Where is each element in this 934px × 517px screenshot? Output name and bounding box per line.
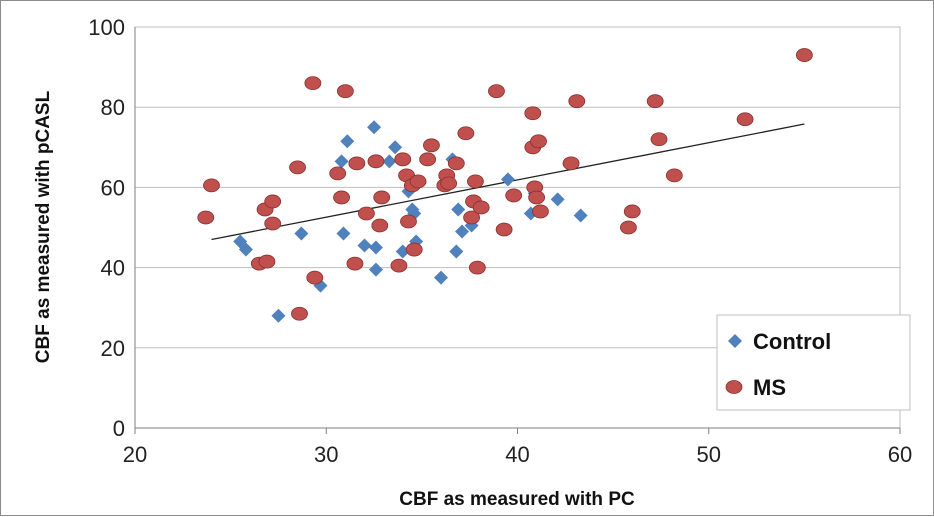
point-ms	[373, 190, 391, 205]
point-control	[434, 270, 448, 285]
point-ms	[419, 152, 437, 167]
y-tick-label: 20	[101, 336, 125, 361]
axes	[134, 27, 901, 434]
point-ms	[623, 204, 641, 219]
point-ms	[203, 178, 220, 193]
point-ms	[468, 260, 486, 275]
point-control	[357, 238, 372, 253]
point-ms	[336, 84, 354, 99]
point-ms	[530, 134, 547, 149]
point-ms	[488, 84, 505, 99]
point-ms	[400, 214, 417, 229]
y-axis-title: CBF as measured with pCASL	[33, 90, 54, 363]
point-control	[368, 240, 383, 255]
point-ms	[665, 168, 683, 183]
point-control	[340, 134, 355, 149]
point-ms	[346, 256, 364, 271]
point-ms	[650, 132, 668, 147]
point-ms	[457, 126, 475, 141]
point-control	[294, 226, 309, 241]
point-ms	[348, 156, 366, 171]
legend-marker-control	[728, 334, 742, 348]
point-ms	[306, 270, 324, 285]
y-tick-label: 100	[88, 15, 125, 40]
point-control	[573, 208, 588, 223]
y-tick-label: 60	[101, 175, 125, 200]
point-ms	[524, 106, 542, 121]
legend: Control MS	[716, 314, 911, 411]
point-control	[451, 202, 466, 217]
x-tick-label: 20	[123, 442, 147, 467]
point-ms	[405, 242, 423, 257]
point-ms	[562, 156, 580, 171]
point-control	[449, 244, 464, 259]
point-ms	[291, 306, 308, 321]
point-control	[334, 154, 349, 169]
x-tick-label: 40	[505, 442, 529, 467]
point-ms	[264, 194, 282, 209]
point-ms	[505, 188, 523, 203]
point-ms	[394, 152, 412, 167]
data-points	[197, 48, 813, 323]
point-ms	[532, 204, 549, 219]
legend-label-ms: MS	[753, 375, 786, 400]
point-control	[336, 226, 351, 241]
point-ms	[736, 112, 754, 127]
point-ms	[333, 190, 350, 205]
point-ms	[463, 210, 481, 225]
point-ms	[304, 76, 322, 91]
point-ms	[472, 200, 490, 215]
point-control	[382, 154, 397, 169]
point-ms	[371, 218, 389, 233]
point-ms	[495, 222, 513, 237]
point-ms	[258, 254, 276, 269]
point-control	[455, 224, 470, 239]
point-ms	[264, 216, 282, 231]
y-tick-label: 0	[113, 416, 125, 441]
legend-box	[716, 314, 911, 411]
point-ms	[528, 190, 546, 205]
point-ms	[390, 258, 408, 273]
point-control	[238, 242, 253, 257]
point-control	[368, 262, 383, 277]
point-control	[271, 308, 286, 323]
x-tick-label: 50	[697, 442, 721, 467]
gridlines	[135, 26, 900, 349]
point-control	[388, 140, 403, 155]
y-tick-label: 40	[101, 256, 125, 281]
y-tick-label: 80	[101, 95, 125, 120]
point-ms	[423, 138, 440, 153]
point-control	[367, 120, 382, 135]
point-ms	[440, 176, 458, 191]
point-control	[550, 192, 565, 207]
legend-label-control: Control	[753, 329, 831, 354]
point-ms	[467, 174, 484, 189]
point-ms	[329, 166, 347, 181]
point-ms	[795, 48, 813, 62]
point-ms	[646, 94, 664, 109]
point-ms	[447, 156, 465, 171]
x-tick-label: 30	[314, 442, 338, 467]
point-ms	[409, 174, 427, 189]
point-ms	[289, 160, 306, 175]
point-ms	[620, 220, 637, 235]
point-ms	[568, 94, 586, 109]
x-tick-label: 60	[888, 442, 912, 467]
legend-marker-ms	[725, 380, 743, 394]
point-ms	[367, 154, 385, 169]
point-ms	[197, 210, 215, 225]
point-control	[500, 172, 515, 187]
x-axis-title: CBF as measured with PC	[399, 489, 635, 510]
point-ms	[358, 206, 375, 221]
